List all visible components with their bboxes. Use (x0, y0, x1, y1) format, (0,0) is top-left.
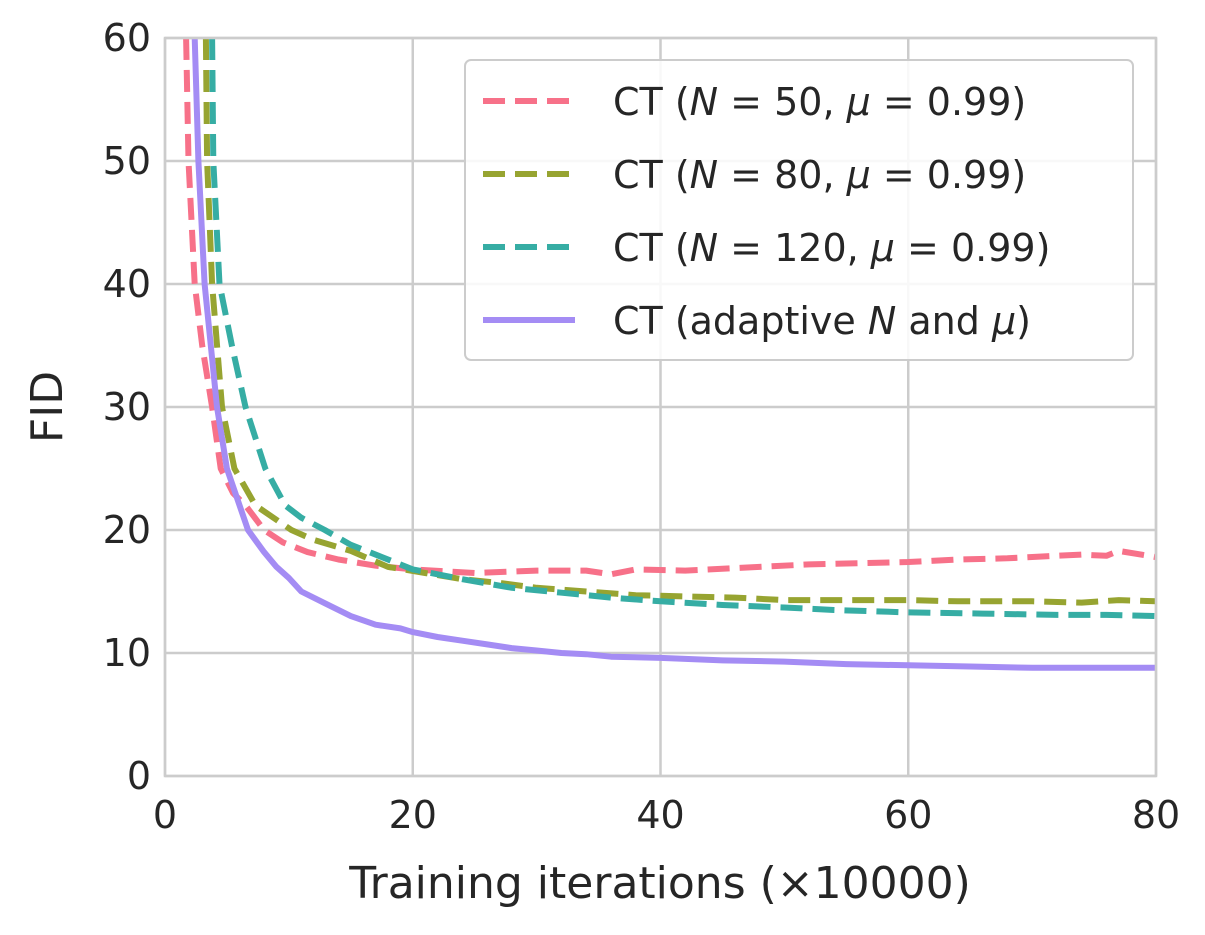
legend-label-1: CT (N = 50, μ = 0.99) (613, 80, 1026, 124)
y-tick-label: 40 (103, 262, 151, 306)
legend-label-part: CT (adaptive (613, 299, 868, 343)
legend-label-part: = 50, (718, 80, 847, 124)
x-axis-label: Training iterations (×10000) (348, 858, 971, 909)
y-tick-label: 20 (103, 508, 151, 552)
x-tick-label: 0 (153, 793, 177, 837)
legend-box (464, 59, 1134, 361)
legend-label-part: N (868, 299, 896, 343)
series-lines (183, 37, 1156, 671)
legend-label-part: N (690, 153, 718, 197)
legend-label-part: μ (846, 80, 871, 124)
legend-label-part: CT ( (613, 153, 690, 197)
y-tick-label: 50 (103, 139, 151, 183)
legend-label-part: μ (991, 299, 1016, 343)
legend-label-part: N (690, 226, 718, 270)
y-tick-label: 30 (103, 385, 151, 429)
legend-label-part: = 0.99) (871, 80, 1026, 124)
legend-label-part: = 0.99) (871, 153, 1026, 197)
legend-label-part: N (690, 80, 718, 124)
legend-label-part: μ (870, 226, 895, 270)
series-line-4 (191, 37, 1156, 671)
legend-label-3: CT (N = 120, μ = 0.99) (613, 226, 1050, 270)
legend-label-2: CT (N = 80, μ = 0.99) (613, 153, 1026, 197)
legend-label-part: and (896, 299, 992, 343)
legend-label-part: = 80, (718, 153, 847, 197)
y-tick-label: 10 (103, 631, 151, 675)
legend-label-part: μ (846, 153, 871, 197)
legend-label-part: ) (1016, 299, 1031, 343)
x-tick-label: 40 (636, 793, 684, 837)
tick-labels: 0 20 40 60 80 0 10 20 30 40 50 60 (103, 16, 1181, 837)
y-axis-label: FID (22, 371, 73, 443)
x-tick-label: 80 (1132, 793, 1180, 837)
x-tick-label: 20 (389, 793, 437, 837)
y-tick-label: 0 (127, 754, 151, 798)
legend-label-4: CT (adaptive N and μ) (613, 299, 1031, 343)
legend-label-part: CT ( (613, 226, 690, 270)
legend: CT (N = 50, μ = 0.99)CT (N = 80, μ = 0.9… (464, 59, 1134, 361)
legend-label-part: = 0.99) (895, 226, 1050, 270)
y-tick-label: 60 (103, 16, 151, 60)
series-line-3 (209, 37, 1156, 620)
series-line-1 (183, 37, 1156, 578)
legend-label-part: CT ( (613, 80, 690, 124)
legend-label-part: = 120, (718, 226, 871, 270)
x-tick-label: 60 (884, 793, 932, 837)
plot-frame (163, 36, 1158, 778)
series-line-2 (202, 37, 1156, 606)
